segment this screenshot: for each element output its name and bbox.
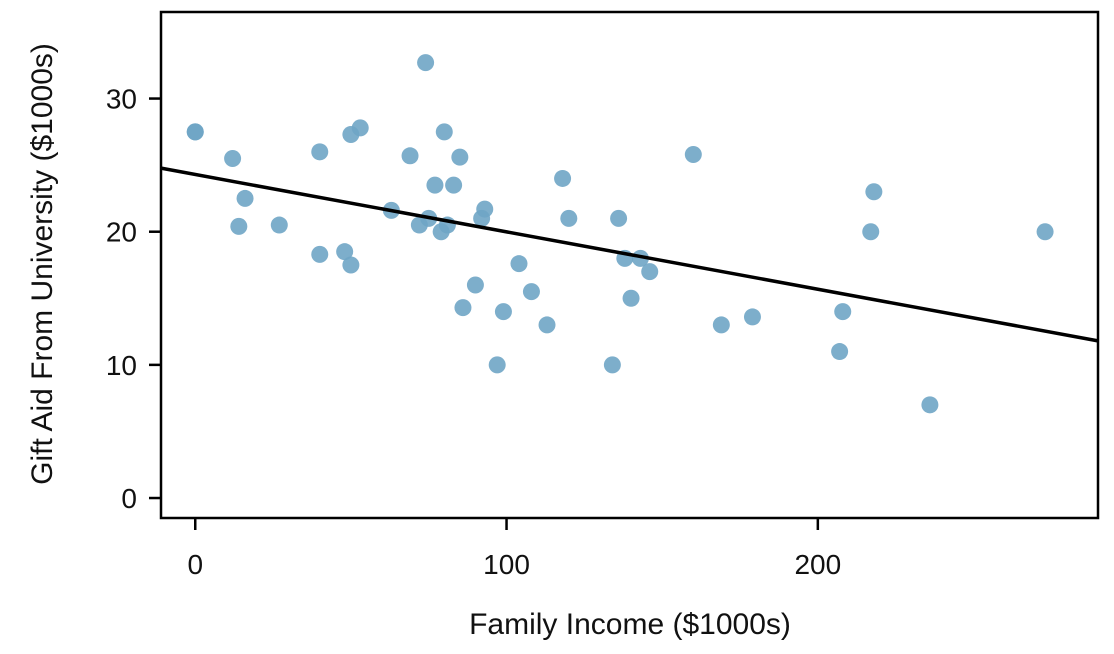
data-point-23: [454, 299, 472, 317]
data-point-2: [224, 149, 242, 167]
data-point-46: [865, 183, 883, 201]
data-point-28: [494, 303, 512, 321]
data-point-22: [451, 148, 469, 166]
x-axis-title: Family Income ($1000s): [469, 608, 791, 641]
data-point-45: [862, 223, 880, 241]
data-point-34: [603, 356, 621, 374]
data-point-48: [1036, 223, 1054, 241]
data-point-41: [712, 316, 730, 334]
data-point-19: [435, 123, 453, 141]
data-point-6: [311, 143, 329, 161]
y-tick-label-10: 10: [106, 350, 137, 381]
regression-line: [160, 166, 1099, 343]
data-point-33: [560, 209, 578, 227]
data-point-44: [834, 303, 852, 321]
data-point-17: [426, 176, 444, 194]
data-point-8: [336, 243, 354, 261]
data-point-3: [230, 217, 248, 235]
data-point-4: [236, 189, 254, 207]
data-point-26: [476, 200, 494, 218]
data-point-15: [417, 54, 435, 72]
data-point-35: [610, 209, 628, 227]
data-point-24: [466, 276, 484, 294]
data-point-30: [522, 283, 540, 301]
data-point-7: [311, 245, 329, 263]
plot-frame: [159, 10, 1100, 520]
data-point-31: [538, 316, 556, 334]
data-point-13: [401, 147, 419, 165]
data-point-1: [186, 123, 204, 141]
data-point-40: [684, 145, 702, 163]
y-tick-label-30: 30: [106, 84, 137, 115]
data-point-43: [831, 343, 849, 361]
axes-layer: 0 100 200 0 10 20 30: [106, 10, 1100, 580]
points-layer: [186, 54, 1054, 414]
y-axis-title: Gift Aid From University ($1000s): [26, 43, 59, 485]
data-point-21: [445, 176, 463, 194]
data-point-5: [270, 216, 288, 234]
y-tick-label-20: 20: [106, 217, 137, 248]
x-tick-label-100: 100: [483, 549, 530, 580]
data-point-47: [921, 396, 939, 414]
data-point-32: [554, 169, 572, 187]
data-point-10: [342, 256, 360, 274]
x-tick-label-0: 0: [187, 549, 203, 580]
data-point-27: [488, 356, 506, 374]
data-point-29: [510, 255, 528, 273]
x-tick-label-200: 200: [794, 549, 841, 580]
data-point-11: [351, 119, 369, 137]
data-point-39: [641, 263, 659, 281]
regression-line-layer: [160, 166, 1099, 343]
y-tick-label-0: 0: [121, 483, 137, 514]
data-point-37: [622, 289, 640, 307]
data-point-42: [743, 308, 761, 326]
